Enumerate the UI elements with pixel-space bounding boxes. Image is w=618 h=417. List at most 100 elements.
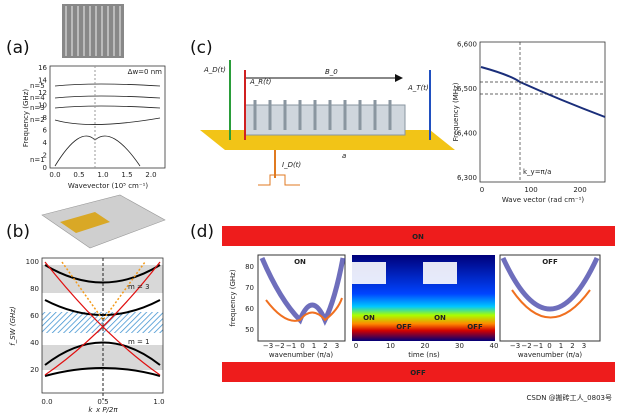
y-tick-label: 6 [43, 127, 48, 135]
device-label: A_T(t) [407, 84, 429, 92]
annotation: Δw=0 nm [128, 68, 162, 76]
x-tick-label: 1.5 [121, 171, 132, 179]
gap-block [352, 262, 386, 284]
x-tick-label: 0.5 [73, 171, 84, 179]
x-tick-label: 0.5 [97, 398, 108, 406]
bar-label: ON [412, 233, 424, 241]
y-tick-label: 6,300 [457, 174, 477, 182]
panel-label: (c) [190, 38, 213, 58]
y-tick-label: 4 [43, 139, 48, 147]
y-tick-label: 6,400 [457, 130, 477, 138]
x-tick-label: 30 [455, 342, 464, 350]
x-axis-label: Wave vector (rad cm⁻¹) [502, 196, 585, 204]
gap-block [423, 262, 457, 284]
y-tick-label: 8 [43, 114, 47, 122]
x-tick-label: 0 [480, 186, 484, 194]
y-tick-label: 80 [30, 285, 39, 293]
x-tick-label: 20 [421, 342, 430, 350]
y-axis-label: frequency (GHz) [229, 269, 237, 326]
y-tick-label: 100 [26, 258, 39, 266]
y-tick-label: 60 [30, 312, 39, 320]
panel-label: (d) [190, 222, 214, 242]
state-label: ON [363, 314, 375, 322]
y-axis-label: Frequency (MHz) [452, 82, 460, 141]
x-axis-label: time (ns) [408, 351, 440, 359]
x-tick-label: 10 [386, 342, 395, 350]
y-tick-label: 0 [43, 164, 47, 172]
y-tick-label: 16 [38, 64, 47, 72]
mode-label: n=4 [30, 94, 45, 102]
x-tick-label: 0.0 [41, 398, 52, 406]
x-tick-label: 0 [300, 342, 304, 350]
y-tick-label: 10 [38, 102, 47, 110]
mode-label: n=3 [30, 104, 45, 112]
x-tick-label: 0 [547, 342, 551, 350]
y-tick-label: 60 [245, 305, 254, 313]
state-label: OFF [467, 323, 483, 331]
band-right-hot [511, 289, 591, 319]
x-tick-label: 1.0 [97, 171, 108, 179]
x-tick-label: 40 [490, 342, 499, 350]
device-label: a [342, 152, 346, 160]
y-axis-label: Frequency (GHz) [22, 89, 30, 147]
device-label: B_0 [325, 68, 338, 76]
y-tick-label: 6,500 [457, 85, 477, 93]
x-tick-label: 200 [573, 186, 586, 194]
panel-label: (b) [6, 222, 30, 242]
panel-label: (a) [6, 38, 30, 58]
device-label: A_R(t) [249, 78, 272, 86]
x-tick-label: 3 [335, 342, 339, 350]
y-tick-label: 70 [245, 284, 254, 292]
plot-title: ON [294, 258, 306, 266]
x-tick-label: 1.0 [153, 398, 164, 406]
x-axis-label: wavenumber (π/a) [269, 351, 334, 359]
x-tick-label: 0.0 [49, 171, 60, 179]
dispersion [480, 66, 606, 118]
plot-frame [49, 65, 166, 169]
mode-label: n=2 [30, 116, 45, 124]
x-tick-label: 2.0 [145, 171, 156, 179]
annotation: m = 3 [128, 283, 150, 291]
y-tick-label: 2 [43, 152, 47, 160]
state-label: OFF [396, 323, 412, 331]
fingers [253, 100, 392, 130]
top-bar [222, 226, 615, 246]
x-tick-label: −1 [533, 342, 543, 350]
y-tick-label: 20 [30, 366, 39, 374]
hatched-band [42, 312, 163, 333]
x-tick-label: −1 [286, 342, 296, 350]
sem-stripes [65, 6, 121, 56]
pulse [258, 174, 300, 186]
sem-image [62, 4, 124, 58]
plot-frame [41, 257, 164, 394]
mode-label: n=1 [30, 156, 45, 164]
y-axis-label: f_SW (GHz) [9, 306, 17, 346]
y-tick-label: 40 [30, 339, 39, 347]
guide-lines [480, 42, 605, 182]
x-tick-label: 2 [570, 342, 574, 350]
band-left [259, 257, 346, 326]
left-plot [257, 254, 346, 342]
x-tick-label: 1 [559, 342, 563, 350]
x-tick-label: 1 [312, 342, 316, 350]
x-axis-label: k_x P/2π [88, 406, 118, 413]
band-right [500, 256, 600, 312]
x-axis-label: Wavevector (10⁵ cm⁻¹) [68, 182, 148, 190]
watermark: CSDN @搬砖工人_0803号 [527, 393, 613, 402]
y-tick-label: 80 [245, 263, 254, 271]
x-tick-label: 3 [582, 342, 586, 350]
x-tick-label: −2 [274, 342, 284, 350]
y-tick-label: 12 [38, 89, 47, 97]
plot-title: OFF [542, 258, 558, 266]
bar-label: OFF [410, 369, 426, 377]
bands-red [44, 261, 161, 376]
x-tick-label: −3 [510, 342, 520, 350]
band-left-hot [265, 297, 343, 322]
mode-label: n=5 [30, 82, 45, 90]
device-strip [60, 212, 110, 233]
x-tick-label: 0 [354, 342, 358, 350]
y-tick-label: 6,600 [457, 41, 477, 49]
x-tick-label: 2 [323, 342, 327, 350]
x-tick-label: −3 [263, 342, 273, 350]
